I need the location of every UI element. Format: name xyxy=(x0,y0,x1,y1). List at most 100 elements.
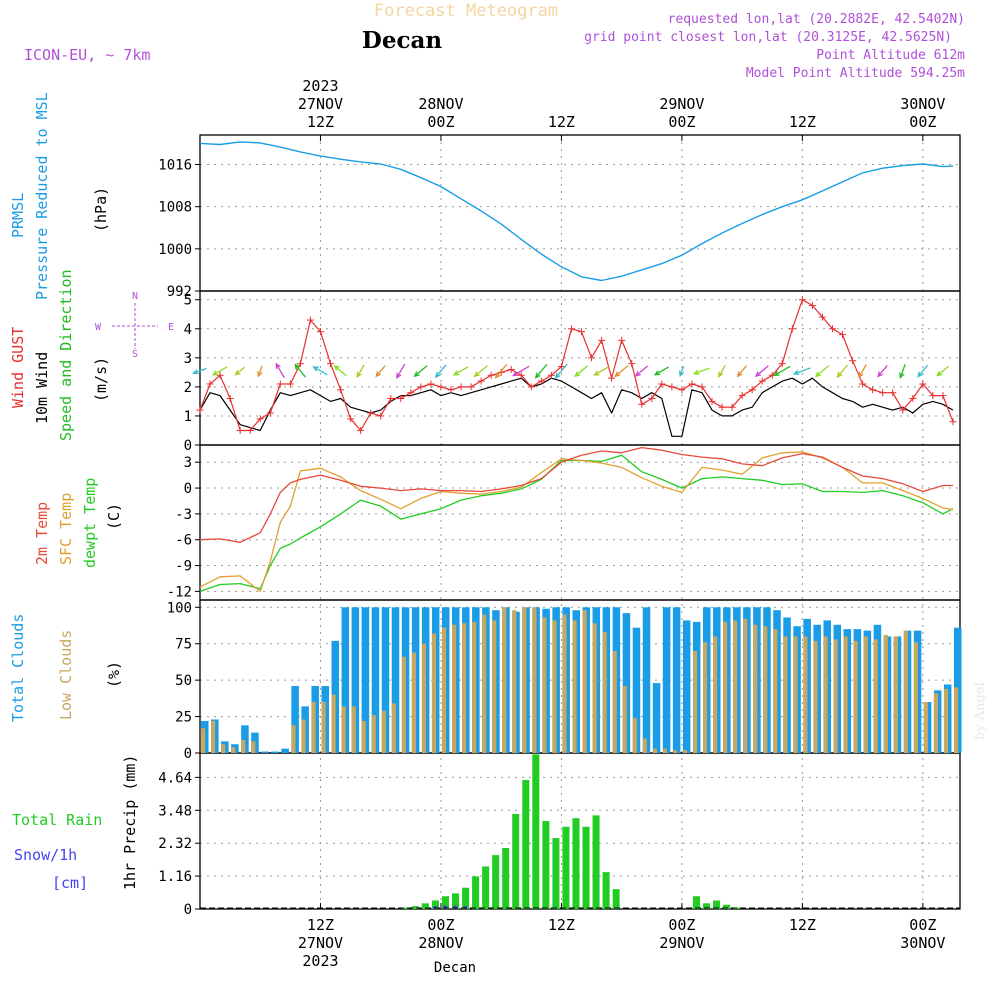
low-clouds-bar xyxy=(612,651,617,753)
wind-y-tick-label: 3 xyxy=(184,351,192,367)
wind-direction-arrowhead xyxy=(877,371,883,378)
top-time-label: 28NOV xyxy=(418,95,463,113)
total-clouds-bar xyxy=(672,607,681,753)
wind-direction-arrowhead xyxy=(211,370,219,376)
wind-direction-arrowhead xyxy=(574,371,581,378)
wind-direction-arrowhead xyxy=(396,372,402,380)
total-clouds-bar xyxy=(341,607,350,753)
wind-direction-arrow xyxy=(435,364,447,378)
wind-direction-arrow xyxy=(635,365,649,377)
rain-bar xyxy=(421,903,429,909)
wind10m-line xyxy=(199,377,954,437)
wind-direction-arrow xyxy=(574,365,589,377)
low-clouds-bar xyxy=(743,618,748,753)
low-clouds-bar xyxy=(702,642,708,753)
wind-direction-arrowhead xyxy=(434,371,441,379)
snow-bar xyxy=(443,905,447,909)
total-clouds-bar xyxy=(652,683,661,753)
low-clouds-bar xyxy=(211,720,216,753)
panel-frames xyxy=(199,134,961,910)
wind-direction-arrowhead xyxy=(356,371,362,379)
total-clouds-bar xyxy=(381,607,390,753)
wind-direction-arrowhead xyxy=(312,366,319,372)
total-clouds-bar xyxy=(682,620,691,753)
pressure-label-2: Pressure Reduced to MSL xyxy=(33,92,51,300)
wind10m-label: 10m Wind xyxy=(33,352,51,424)
rain-bar xyxy=(562,826,570,909)
wind-direction-arrow xyxy=(858,364,867,378)
low-clouds-bar xyxy=(341,706,346,753)
watermark: by Angel xyxy=(973,682,988,740)
low-clouds-bar xyxy=(883,634,888,753)
rain-bar xyxy=(713,900,721,909)
low-clouds-bar xyxy=(552,620,557,753)
rain-bar xyxy=(602,872,610,909)
rain-bar xyxy=(612,889,620,909)
bottom-time-label: 00Z xyxy=(668,916,695,934)
wind-direction-arrowhead xyxy=(234,369,241,376)
pressure-y-tick-label: 1000 xyxy=(158,242,192,258)
rain-label: Total Rain xyxy=(12,811,102,829)
wind-direction-arrow xyxy=(474,365,488,377)
total-clouds-label: Total Clouds xyxy=(9,614,27,722)
low-clouds-bar xyxy=(823,636,828,753)
rain-bar xyxy=(592,815,600,909)
wind-direction-arrowhead xyxy=(792,369,800,376)
low-clouds-bar xyxy=(592,623,597,753)
top-time-label: 30NOV xyxy=(900,95,945,113)
low-clouds-bar xyxy=(692,651,698,753)
bottom-time-label: 2023 xyxy=(302,952,338,970)
low-clouds-bar xyxy=(201,728,206,753)
low-clouds-bar xyxy=(251,741,256,753)
total-clouds-bar xyxy=(391,607,400,753)
temp-panel-labels: 2m Temp SFC Temp dewpt Temp (C) xyxy=(33,478,123,568)
rain-bar xyxy=(462,887,470,909)
low-clouds-bar xyxy=(291,725,296,753)
total-clouds-bar xyxy=(361,607,370,753)
wind-direction-arrow xyxy=(375,365,386,377)
rain-bar xyxy=(532,754,540,909)
wind-direction-arrow xyxy=(614,365,629,377)
low-clouds-bar xyxy=(472,621,477,753)
wind-direction-arrowhead xyxy=(858,372,864,379)
wind-direction-arrowhead xyxy=(736,371,743,378)
wind-direction-arrowhead xyxy=(494,372,501,379)
wind-direction-arrowhead xyxy=(294,363,301,370)
model-name: ICON-EU, ~ 7km xyxy=(24,46,150,64)
rain-bar xyxy=(502,848,510,909)
top-time-label: 12Z xyxy=(548,113,575,131)
rain-bar xyxy=(702,903,711,909)
top-time-label: 2023 xyxy=(302,77,338,95)
low-clouds-bar xyxy=(512,610,517,753)
wind-direction-arrowhead xyxy=(473,371,480,378)
low-clouds-bar xyxy=(431,633,437,753)
low-clouds-bar xyxy=(953,687,959,753)
low-clouds-bar xyxy=(311,702,316,753)
bottom-time-label: 30NOV xyxy=(900,934,945,952)
low-clouds-bar xyxy=(863,636,868,753)
top-time-label: 12Z xyxy=(307,113,334,131)
rain-bar xyxy=(723,904,731,909)
top-time-label: 00Z xyxy=(909,113,936,131)
location-title: Decan xyxy=(362,27,442,54)
wind-direction-arrow xyxy=(334,365,347,377)
rain-bar xyxy=(472,876,480,909)
low-clouds-bar xyxy=(642,738,647,753)
low-clouds-bar xyxy=(441,627,447,753)
low-clouds-bar xyxy=(532,607,537,753)
rain-bar xyxy=(542,821,550,909)
total-clouds-bar xyxy=(632,627,641,753)
wind-direction-arrow xyxy=(936,365,949,377)
low-clouds-bar xyxy=(582,610,587,753)
low-clouds-bar xyxy=(231,747,236,753)
dewpt-line xyxy=(199,454,954,593)
snow-bar xyxy=(453,905,457,909)
low-clouds-bar xyxy=(411,652,416,753)
total-clouds-bar xyxy=(351,607,360,753)
temp-unit: (C) xyxy=(105,503,123,530)
low-clouds-bar xyxy=(502,607,507,753)
low-clouds-bar xyxy=(632,718,637,753)
rain-bar xyxy=(492,855,500,909)
wind-direction-arrowhead xyxy=(534,372,541,379)
wind-direction-arrow xyxy=(815,364,830,377)
